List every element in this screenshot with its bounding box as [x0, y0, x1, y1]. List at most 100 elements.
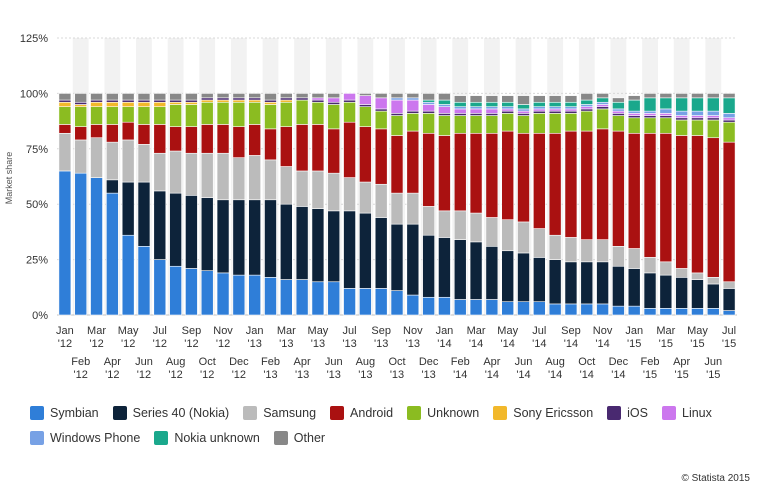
bar-segment[interactable]: [533, 132, 546, 229]
bar-segment[interactable]: [453, 95, 467, 103]
bar-segment[interactable]: [390, 135, 404, 194]
bar-segment[interactable]: [153, 99, 167, 103]
bar-segment[interactable]: [121, 106, 135, 123]
bar-segment[interactable]: [343, 121, 356, 178]
bar-segment[interactable]: [485, 113, 499, 116]
bar-segment[interactable]: [106, 179, 119, 194]
bar-segment[interactable]: [596, 106, 609, 110]
bar-segment[interactable]: [74, 172, 88, 316]
bar-segment[interactable]: [58, 106, 72, 125]
bar-segment[interactable]: [390, 223, 404, 291]
bar-segment[interactable]: [232, 101, 246, 127]
bar-segment[interactable]: [280, 101, 293, 127]
bar-segment[interactable]: [706, 93, 720, 99]
bar-segment[interactable]: [612, 101, 625, 110]
bar-segment[interactable]: [469, 299, 483, 316]
bar-segment[interactable]: [264, 128, 277, 161]
bar-segment[interactable]: [153, 106, 167, 125]
bar-segment[interactable]: [121, 234, 135, 316]
bar-segment[interactable]: [359, 126, 372, 183]
bar-segment[interactable]: [564, 110, 578, 114]
bar-segment[interactable]: [185, 152, 198, 196]
bar-segment[interactable]: [580, 106, 594, 110]
bar-segment[interactable]: [311, 99, 325, 103]
bar-segment[interactable]: [548, 303, 562, 316]
bar-segment[interactable]: [185, 268, 198, 316]
bar-segment[interactable]: [691, 110, 704, 116]
bar-segment[interactable]: [659, 261, 673, 276]
bar-segment[interactable]: [232, 126, 246, 158]
bar-segment[interactable]: [137, 99, 151, 103]
bar-segment[interactable]: [169, 93, 182, 101]
bar-segment[interactable]: [280, 126, 293, 167]
bar-segment[interactable]: [469, 108, 483, 114]
bar-segment[interactable]: [722, 141, 736, 283]
bar-segment[interactable]: [390, 97, 404, 101]
bar-segment[interactable]: [106, 99, 119, 103]
bar-segment[interactable]: [596, 97, 609, 103]
legend-item[interactable]: Series 40 (Nokia): [112, 405, 229, 420]
bar-segment[interactable]: [232, 274, 246, 316]
bar-segment[interactable]: [627, 95, 641, 101]
bar-segment[interactable]: [74, 101, 88, 105]
bar-segment[interactable]: [453, 106, 467, 110]
bar-segment[interactable]: [580, 108, 594, 112]
bar-segment[interactable]: [106, 93, 119, 101]
bar-segment[interactable]: [691, 308, 704, 316]
bar-segment[interactable]: [90, 124, 103, 139]
bar-segment[interactable]: [169, 265, 182, 316]
bar-segment[interactable]: [722, 281, 736, 289]
bar-segment[interactable]: [517, 95, 530, 105]
bar-segment[interactable]: [533, 101, 546, 107]
bar-segment[interactable]: [438, 93, 451, 101]
bar-segment[interactable]: [390, 290, 404, 316]
bar-segment[interactable]: [343, 99, 356, 103]
bar-segment[interactable]: [722, 97, 736, 114]
bar-segment[interactable]: [200, 97, 214, 101]
bar-segment[interactable]: [548, 113, 562, 134]
bar-segment[interactable]: [691, 135, 704, 274]
bar-segment[interactable]: [580, 104, 594, 107]
bar-segment[interactable]: [659, 97, 673, 110]
bar-segment[interactable]: [533, 110, 546, 114]
bar-segment[interactable]: [675, 268, 688, 278]
bar-segment[interactable]: [311, 208, 325, 283]
bar-segment[interactable]: [295, 97, 309, 101]
bar-segment[interactable]: [722, 93, 736, 99]
bar-segment[interactable]: [485, 246, 499, 300]
bar-segment[interactable]: [643, 115, 657, 119]
bar-segment[interactable]: [517, 252, 530, 303]
bar-segment[interactable]: [517, 110, 530, 114]
bar-segment[interactable]: [422, 113, 435, 134]
bar-segment[interactable]: [627, 99, 641, 112]
bar-segment[interactable]: [185, 99, 198, 103]
bar-segment[interactable]: [469, 113, 483, 116]
bar-segment[interactable]: [121, 181, 135, 236]
bar-segment[interactable]: [612, 115, 625, 132]
bar-segment[interactable]: [185, 126, 198, 154]
bar-segment[interactable]: [327, 101, 341, 105]
bar-segment[interactable]: [295, 99, 309, 125]
bar-segment[interactable]: [706, 110, 720, 116]
legend-item[interactable]: Samsung: [243, 405, 316, 420]
bar-segment[interactable]: [485, 108, 499, 114]
bar-segment[interactable]: [675, 110, 688, 116]
bar-segment[interactable]: [706, 308, 720, 316]
bar-segment[interactable]: [548, 259, 562, 305]
bar-segment[interactable]: [659, 108, 673, 114]
bar-segment[interactable]: [627, 305, 641, 316]
bar-segment[interactable]: [469, 101, 483, 107]
bar-segment[interactable]: [374, 108, 388, 112]
bar-segment[interactable]: [564, 95, 578, 103]
bar-segment[interactable]: [264, 93, 277, 101]
bar-segment[interactable]: [469, 95, 483, 103]
bar-segment[interactable]: [153, 101, 167, 107]
bar-segment[interactable]: [406, 99, 420, 112]
bar-segment[interactable]: [564, 101, 578, 107]
bar-segment[interactable]: [264, 277, 277, 316]
bar-segment[interactable]: [612, 97, 625, 103]
bar-segment[interactable]: [422, 110, 435, 114]
bar-segment[interactable]: [311, 281, 325, 316]
bar-segment[interactable]: [627, 117, 641, 134]
bar-segment[interactable]: [248, 99, 261, 103]
